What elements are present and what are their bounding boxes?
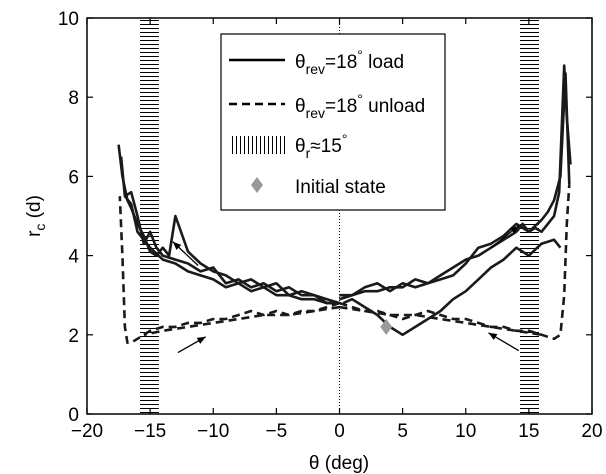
legend-item-initial: Initial state (251, 177, 386, 198)
legend-item-load: θrev=18° load (229, 47, 404, 77)
direction-arrow-2 (490, 225, 520, 249)
series-load_right_2 (339, 72, 571, 297)
hatched-band-1 (140, 18, 159, 414)
x-tick-label: 0 (334, 421, 345, 442)
x-tick-label: 10 (455, 421, 476, 442)
x-tick-label: 5 (397, 421, 408, 442)
y-tick-label: 2 (68, 326, 79, 347)
y-tick-label: 6 (68, 167, 79, 188)
series-unload_left_2 (143, 305, 340, 337)
svg-text:θrev=18° load: θrev=18° load (295, 47, 404, 77)
x-tick-label: −15 (134, 421, 166, 442)
y-axis-label: rc (d) (24, 195, 48, 237)
direction-arrow-3 (177, 336, 206, 354)
legend: θrev=18° load θrev=18° unload θr≈15° Initia… (220, 33, 446, 211)
bands-layer (140, 18, 539, 414)
series-load_left_2 (119, 156, 340, 305)
svg-text:θrev=18° unload: θrev=18° unload (295, 91, 425, 121)
ticks-layer: −20 −15 −10 −5 0 5 10 15 20 0 2 4 6 8 10 (58, 9, 603, 442)
series-unload_right_2 (339, 305, 542, 337)
y-axis-label-unit: (d) (24, 195, 45, 224)
x-tick-label: 15 (518, 421, 539, 442)
direction-arrow-1 (172, 241, 199, 266)
x-tick-label: 20 (581, 421, 602, 442)
series-load_right_3 (342, 238, 562, 337)
series-unload_left (118, 196, 340, 344)
initial-state-marker (380, 318, 393, 335)
legend-item-unload: θrev=18° unload (229, 91, 425, 121)
series-load_left_3 (123, 195, 340, 305)
series-load_right_1 (339, 64, 572, 301)
x-tick-label: −20 (71, 421, 103, 442)
y-axis-label-sub: c (32, 224, 48, 231)
svg-text:Initial state: Initial state (295, 177, 386, 198)
y-tick-label: 10 (58, 9, 79, 30)
x-tick-label: −5 (266, 421, 288, 442)
y-tick-label: 0 (68, 405, 79, 426)
y-tick-label: 4 (68, 247, 79, 268)
series-layer (117, 64, 572, 344)
hatched-band-2 (520, 18, 539, 414)
legend-item-band: θr≈15° (229, 131, 347, 161)
x-axis-label: θ (deg) (309, 453, 369, 474)
svg-text:θr≈15°: θr≈15° (295, 131, 347, 161)
direction-arrow-4 (488, 332, 520, 352)
x-tick-label: −10 (197, 421, 229, 442)
y-tick-label: 8 (68, 88, 79, 109)
